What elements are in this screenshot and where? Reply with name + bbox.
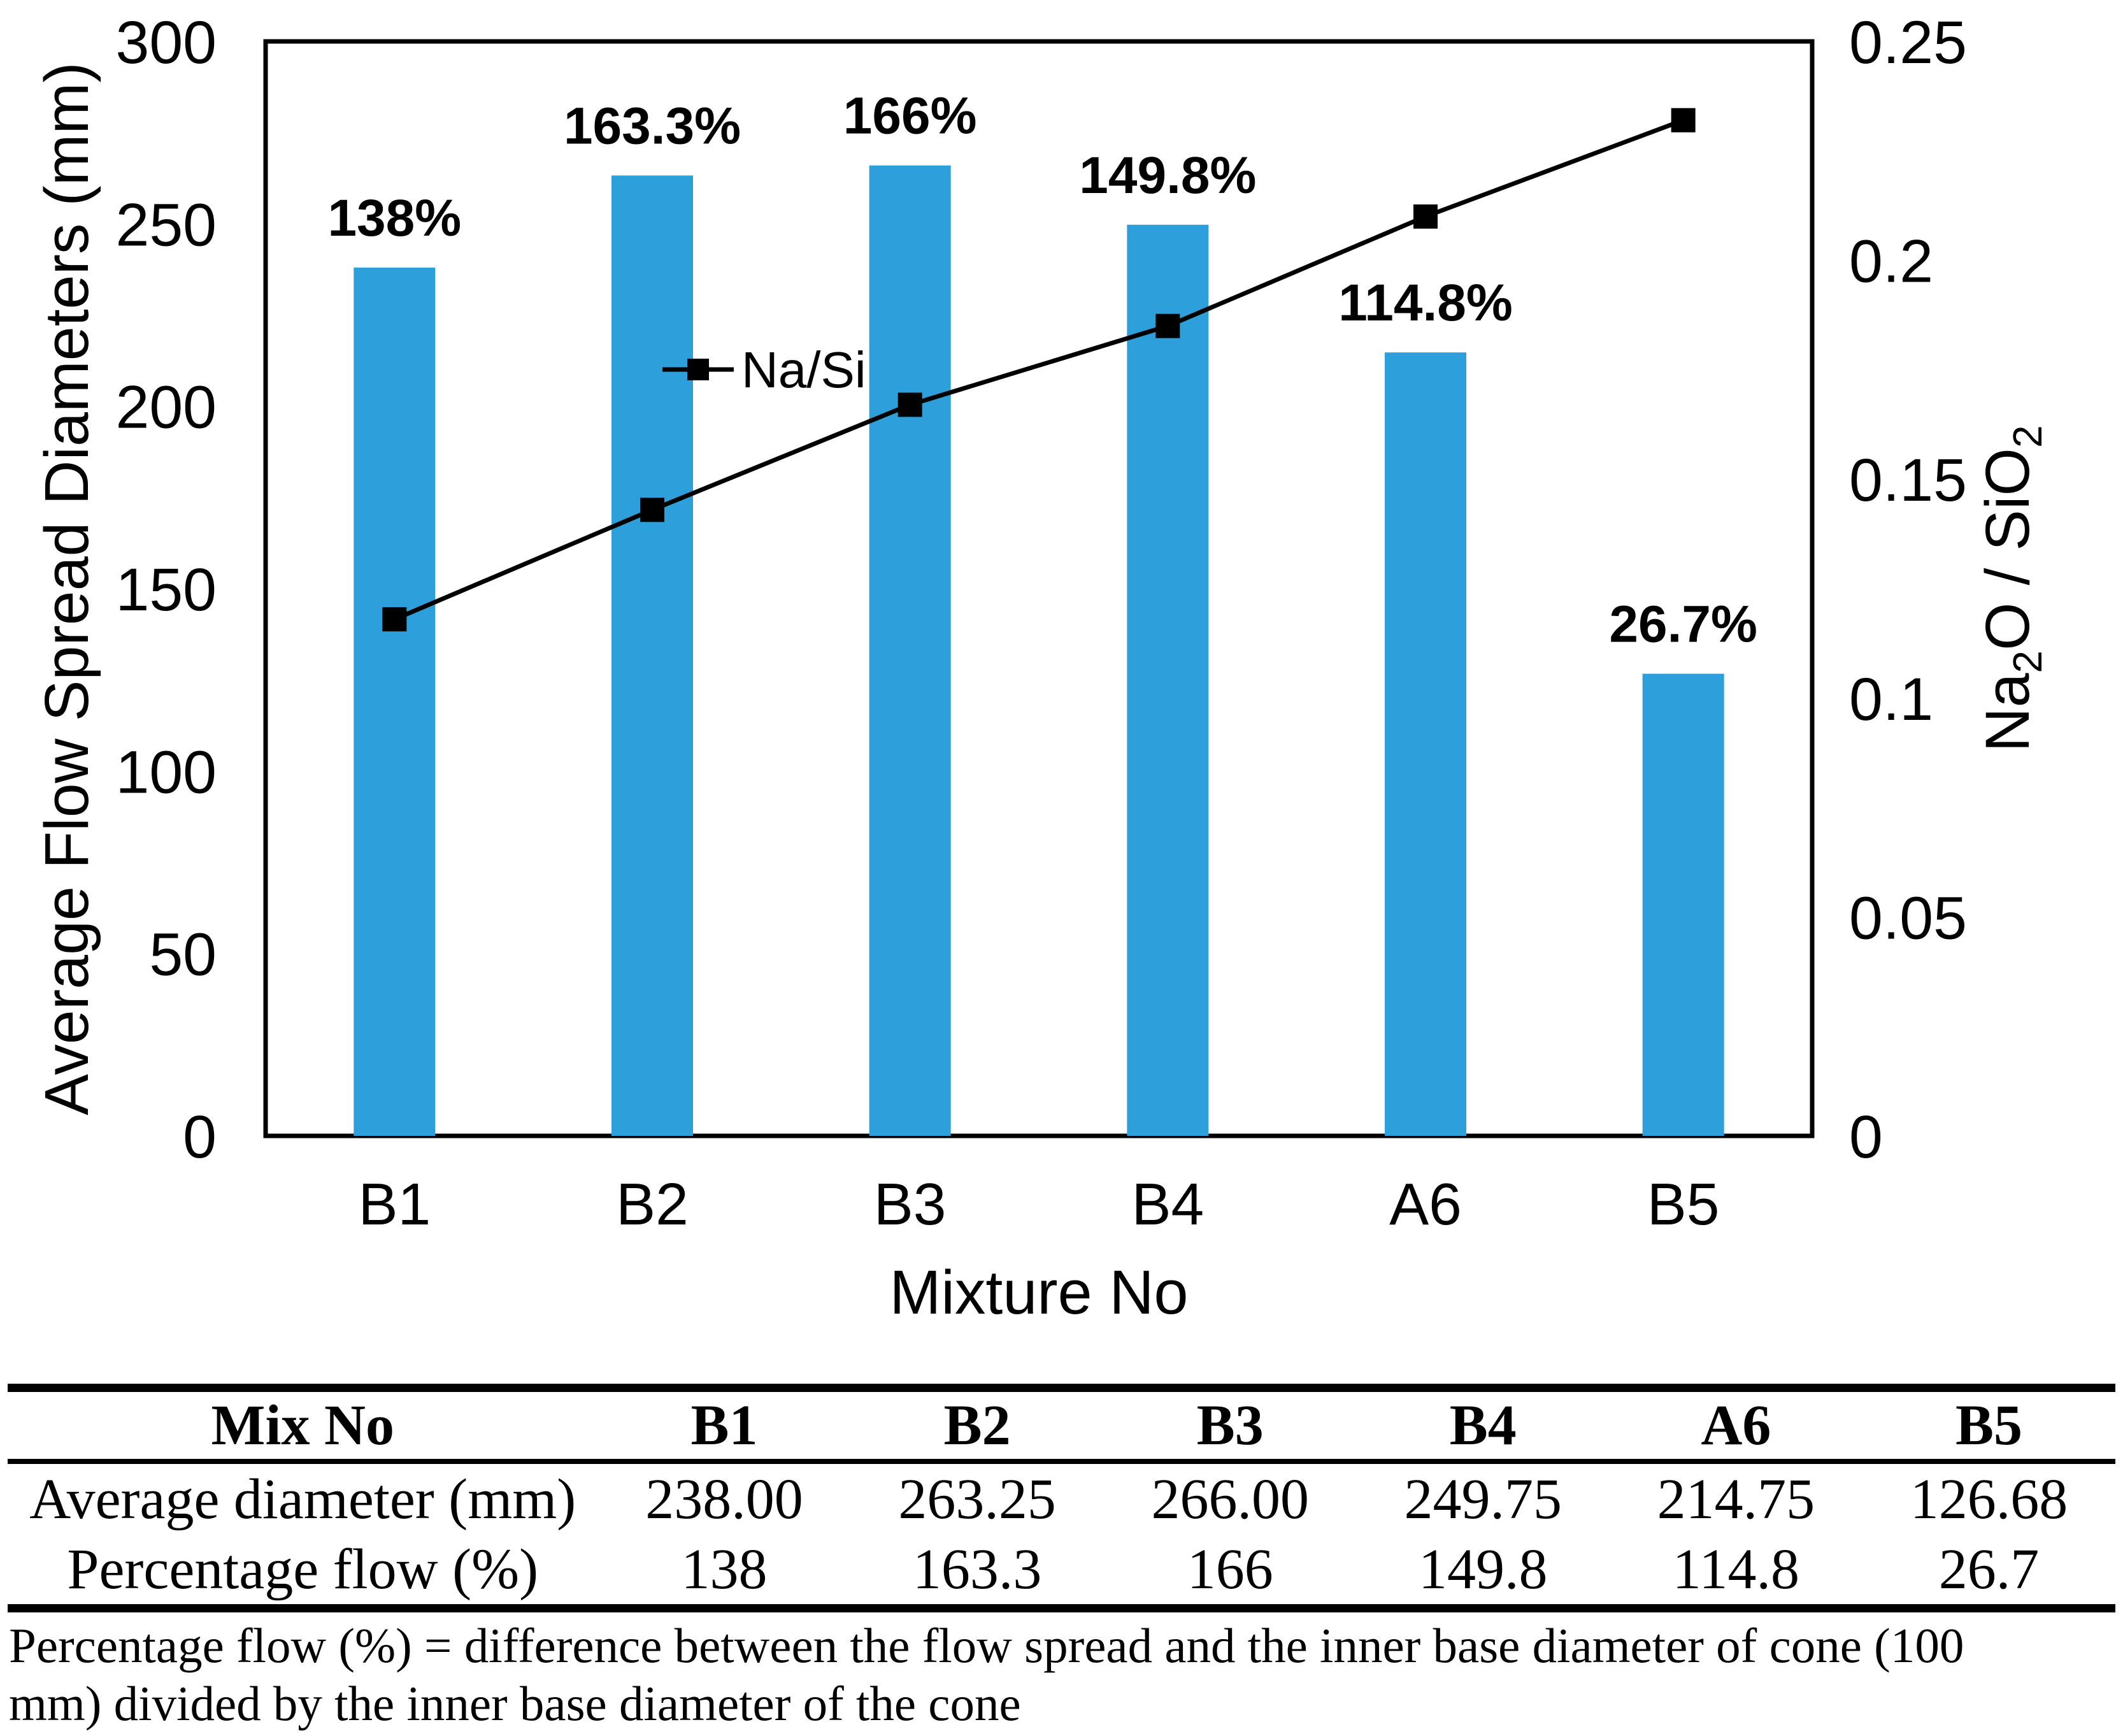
- summary-table: Mix No B1 B2 B3 B4 A6 B5 Average diameter (mm)…: [8, 1384, 2115, 1612]
- table-header-B1: B1: [597, 1388, 851, 1464]
- x-axis-title: Mixture No: [890, 1258, 1189, 1327]
- table-footnote: Percentage flow (%) = difference between…: [9, 1617, 2114, 1733]
- bar-B2: [611, 175, 693, 1137]
- line-series: [393, 118, 1684, 622]
- x-tick-B2: B2: [616, 1171, 689, 1237]
- x-tick-B5: B5: [1647, 1171, 1720, 1237]
- legend-square-marker-icon: [687, 359, 709, 380]
- table-header-B2: B2: [850, 1388, 1104, 1464]
- right-axis-title: Na2​O / SiO2​: [1973, 425, 2050, 752]
- bar-B5: [1642, 673, 1724, 1136]
- y-axis-tick-label: 50: [149, 921, 217, 989]
- marker-B3: [897, 392, 922, 417]
- legend-label: Na/Si: [741, 341, 866, 398]
- y2-axis-tick-label: 0.15: [1849, 447, 1967, 514]
- table-header-B5: B5: [1862, 1388, 2115, 1464]
- bar-label-B2: 163.3%: [564, 97, 741, 155]
- y-axis-tick-label: 100: [115, 738, 217, 806]
- table-cell: 263.25: [898, 1467, 1056, 1531]
- summary-table-wrap: Mix No B1 B2 B3 B4 A6 B5 Average diameter (mm)…: [8, 1384, 2115, 1612]
- table-row: Average diameter (mm) 238.00 263.25 266.00 2…: [8, 1461, 2115, 1534]
- bar-B4: [1127, 224, 1209, 1136]
- table-row: Percentage flow (%) 138 163.3 166 149.8 114.8…: [8, 1534, 2115, 1609]
- y-axis-tick-label: 300: [115, 9, 217, 76]
- dual-axis-chart: 138%163.3% 166%149.8%114.8%26.7% 30025020…: [32, 9, 2050, 1327]
- table-cell: 126.68: [1910, 1467, 2068, 1531]
- subscript: 2: [2005, 650, 2050, 673]
- table-row-label: Average diameter (mm): [29, 1467, 576, 1531]
- na-si-line: [393, 118, 1684, 622]
- y-axis-tick-label: 200: [115, 374, 217, 441]
- table-cell: 138: [681, 1537, 768, 1601]
- table-header-B3: B3: [1103, 1388, 1357, 1464]
- y2-axis-tick-label: 0.25: [1849, 9, 1967, 76]
- footnote-line-1: Percentage flow (%) = difference between…: [9, 1618, 1964, 1673]
- x-tick-B4: B4: [1131, 1171, 1204, 1237]
- table-cell: 166: [1187, 1537, 1273, 1601]
- marker-B2: [640, 498, 664, 522]
- chart-legend: Na/Si: [662, 341, 866, 398]
- bar-label-B1: 138%: [327, 189, 461, 247]
- y-axis-tick-label: 150: [115, 556, 217, 624]
- footnote-line-2: mm) divided by the inner base diameter o…: [9, 1675, 1021, 1731]
- y2-axis-tick-label: 0.1: [1849, 666, 1933, 733]
- x-tick-A6: A6: [1389, 1171, 1462, 1237]
- table-header-label: Mix No: [8, 1388, 598, 1464]
- table-cell: 266.00: [1151, 1467, 1309, 1531]
- x-tick-B1: B1: [358, 1171, 431, 1237]
- right-axis-tick-labels: 0.25 0.2 0.15 0.1 0.05 0: [1849, 9, 1967, 1171]
- y2-axis-tick-label: 0.2: [1849, 228, 1933, 296]
- y-axis-tick-label: 250: [115, 191, 217, 259]
- marker-B5: [1671, 108, 1696, 133]
- table-cell: 149.8: [1419, 1537, 1548, 1601]
- bar-label-A6: 114.8%: [1338, 274, 1513, 332]
- line-markers: [382, 108, 1696, 632]
- table-header-B4: B4: [1356, 1388, 1610, 1464]
- marker-B1: [382, 607, 407, 632]
- x-axis-category-labels: B1 B2 B3 B4 A6 B5: [358, 1171, 1719, 1237]
- table-header-A6: A6: [1609, 1388, 1862, 1464]
- bar-A6: [1385, 352, 1466, 1137]
- marker-B4: [1155, 313, 1180, 338]
- table-cell: 26.7: [1938, 1537, 2040, 1601]
- table-cell: 238.00: [645, 1467, 803, 1531]
- plot-area-border: [263, 39, 1815, 1138]
- bar-B3: [869, 165, 951, 1136]
- y-axis-tick-label: 0: [183, 1103, 217, 1171]
- left-axis-tick-labels: 300 250 200 150 100 50 0: [115, 9, 217, 1171]
- marker-A6: [1413, 204, 1438, 229]
- bar-label-B5: 26.7%: [1609, 596, 1757, 654]
- bar-B1: [354, 268, 436, 1136]
- bar-label-B3: 166%: [843, 87, 977, 145]
- subscript: 2: [2005, 425, 2050, 448]
- table-cell: 249.75: [1404, 1467, 1562, 1531]
- y2-axis-tick-label: 0.05: [1849, 884, 1967, 952]
- table-cell: 214.75: [1657, 1467, 1815, 1531]
- table-row-label: Percentage flow (%): [67, 1537, 539, 1601]
- table-header-row: Mix No B1 B2 B3 B4 A6 B5: [8, 1388, 2115, 1464]
- table-cell: 163.3: [912, 1537, 1042, 1601]
- bar-label-B4: 149.8%: [1079, 147, 1256, 204]
- bar-series: [354, 165, 1724, 1137]
- x-tick-B3: B3: [874, 1171, 947, 1237]
- bar-percentage-labels: 138% 163.3% 166% 149.8% 114.8% 26.7%: [327, 87, 1757, 654]
- y2-axis-tick-label: 0: [1849, 1103, 1883, 1171]
- left-axis-title: Average Flow Spread Diameters (mm): [32, 62, 101, 1115]
- table-cell: 114.8: [1672, 1537, 1799, 1601]
